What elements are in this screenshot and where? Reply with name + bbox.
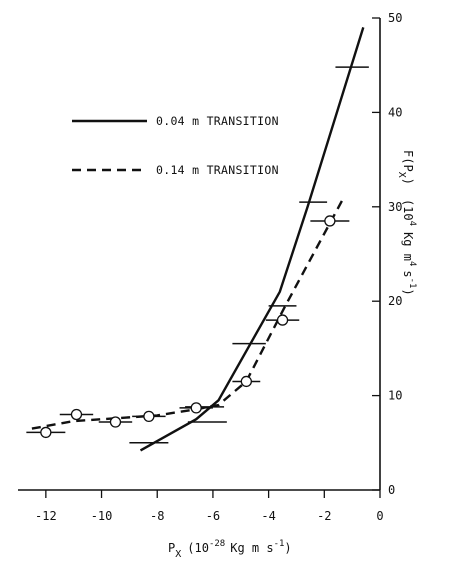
y-tick-label: 10 <box>388 389 402 403</box>
marker-layer <box>26 66 369 444</box>
data-point-marker <box>109 416 122 428</box>
y-tick-label: 50 <box>388 11 402 25</box>
x-tick-label: -4 <box>261 509 275 523</box>
x-tick-label: 0 <box>376 509 383 523</box>
data-point-marker <box>40 426 52 439</box>
x-tick-label: -2 <box>317 509 331 523</box>
y-tick-label: 30 <box>388 200 402 214</box>
data-point-marker <box>143 410 155 423</box>
x-tick-label: -12 <box>35 509 57 523</box>
data-point-marker <box>190 402 202 414</box>
x-ticks: -12 -10 -8 -6 -4 -2 0 <box>35 490 384 523</box>
y-ticks: 0 10 20 30 40 50 <box>372 11 402 497</box>
series-line-0 <box>139 27 365 452</box>
x-tick-label: -6 <box>206 509 220 523</box>
x-axis-label: PX (10-28 Kg m s-1) <box>168 539 292 560</box>
series-line-1 <box>31 196 345 430</box>
x-tick-label: -8 <box>150 509 164 523</box>
legend-label-0: 0.04 m TRANSITION <box>156 114 279 128</box>
legend: 0.04 m TRANSITION 0.14 m TRANSITION <box>72 114 279 177</box>
y-tick-label: 20 <box>388 294 402 308</box>
data-point-marker <box>70 408 83 421</box>
y-axis-label: F(PX)(104Kg m4s-1) <box>396 150 417 296</box>
x-tick-label: -10 <box>91 509 113 523</box>
data-point-marker <box>240 375 252 388</box>
data-point-marker <box>324 215 336 227</box>
data-point-marker <box>276 314 289 326</box>
y-tick-label: 0 <box>388 483 395 497</box>
series-layer <box>31 27 365 452</box>
legend-label-1: 0.14 m TRANSITION <box>156 163 279 177</box>
y-tick-label: 40 <box>388 105 402 119</box>
